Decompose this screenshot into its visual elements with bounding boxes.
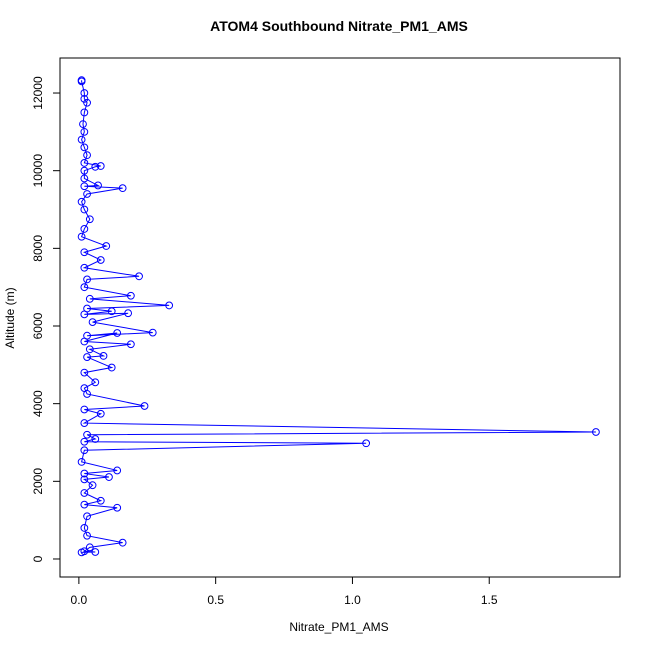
data-point (80, 89, 89, 97)
data-point (118, 184, 127, 193)
data-point (85, 215, 94, 224)
data-point (77, 232, 86, 241)
data-point (80, 475, 89, 484)
data-point (592, 428, 600, 436)
y-tick-label: 12000 (31, 76, 45, 110)
data-point (105, 473, 113, 481)
y-tick-label: 2000 (31, 468, 45, 495)
chart-title: ATOM4 Southbound Nitrate_PM1_AMS (210, 18, 468, 34)
plot-frame (59, 57, 621, 578)
data-point (83, 275, 91, 284)
data-point (83, 98, 91, 107)
data-point (85, 294, 94, 303)
data-point (165, 301, 174, 310)
data-point (80, 127, 89, 136)
data-point (80, 143, 89, 152)
data-point (107, 307, 116, 316)
data-point (77, 458, 86, 466)
data-point (113, 329, 122, 337)
data-point (80, 205, 89, 214)
data-point (80, 263, 89, 272)
data-point (113, 503, 122, 512)
y-tick-label: 4000 (31, 390, 45, 417)
data-point (80, 337, 89, 346)
data-point (94, 181, 102, 190)
data-point (80, 469, 89, 478)
data-point (96, 496, 105, 505)
y-tick-label: 0 (31, 555, 45, 562)
data-point (135, 272, 143, 281)
data-point (91, 435, 100, 443)
data-point (91, 162, 100, 171)
data-point (126, 291, 135, 300)
data-point (80, 368, 89, 377)
data-point (83, 353, 91, 361)
data-point (77, 135, 86, 144)
data-point (80, 283, 89, 292)
data-point (80, 108, 89, 117)
data-point (80, 524, 89, 532)
data-point (77, 548, 86, 557)
x-tick-label: 0.0 (71, 593, 88, 607)
data-point (91, 548, 100, 556)
data-point (102, 242, 111, 250)
data-point (80, 446, 89, 455)
data-point (124, 309, 133, 318)
data-point (85, 345, 94, 354)
data-point (80, 500, 89, 509)
data-point (96, 256, 105, 264)
data-point (113, 466, 122, 475)
data-point (77, 77, 86, 86)
data-point (83, 430, 91, 439)
x-axis-label: Nitrate_PM1_AMS (289, 620, 388, 634)
data-point (88, 318, 97, 327)
data-point (148, 328, 157, 337)
data-point (83, 531, 91, 540)
data-point (99, 352, 108, 360)
data-point (80, 437, 89, 446)
data-point (362, 439, 371, 448)
data-point (80, 489, 89, 497)
data-point (80, 166, 89, 175)
y-tick-label: 8000 (31, 235, 45, 262)
data-point (83, 190, 91, 198)
y-axis-label: Altitude (m) (3, 287, 17, 348)
data-point (79, 120, 87, 128)
data-point (80, 405, 89, 414)
data-point (80, 174, 89, 183)
data-point (80, 159, 89, 167)
data-point (80, 94, 89, 103)
x-tick-label: 1.5 (481, 593, 498, 607)
data-point (77, 197, 86, 206)
x-tick-label: 1.0 (344, 593, 361, 607)
data-point (80, 225, 89, 233)
data-point (80, 248, 89, 257)
data-point (96, 409, 105, 418)
data-point (83, 512, 91, 521)
data-point (140, 402, 149, 410)
y-tick-label: 6000 (31, 312, 45, 339)
data-point (80, 182, 89, 191)
data-point (118, 538, 127, 547)
data-point (80, 419, 89, 427)
data-point (96, 162, 105, 170)
data-point (83, 151, 91, 160)
data-point (85, 543, 94, 552)
data-point (88, 481, 97, 490)
x-tick-label: 0.5 (207, 593, 224, 607)
data-point (83, 390, 91, 398)
data-point (80, 310, 89, 319)
data-point (126, 340, 135, 349)
y-tick-label: 10000 (31, 154, 45, 188)
data-point (91, 378, 100, 387)
data-point (107, 363, 116, 372)
